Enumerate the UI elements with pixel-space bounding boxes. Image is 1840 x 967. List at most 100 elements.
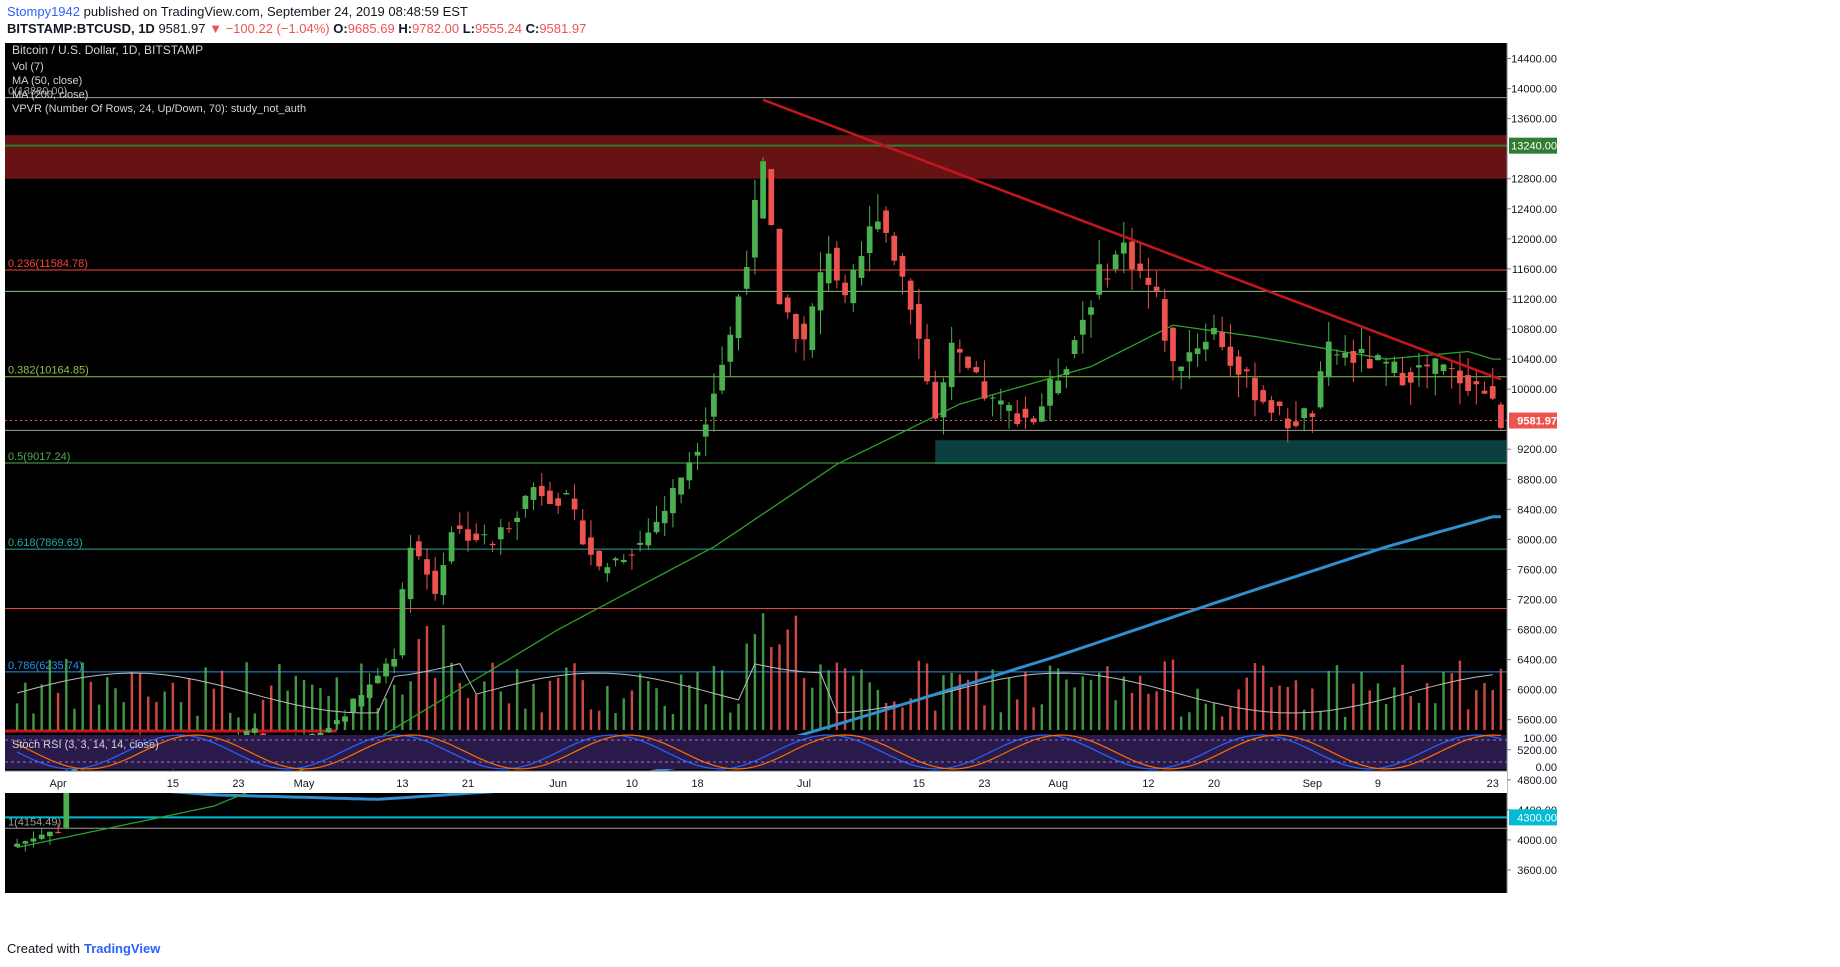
volume-bar bbox=[65, 658, 68, 730]
candle-body bbox=[1227, 346, 1234, 366]
candle-body bbox=[1276, 401, 1283, 406]
candle-body bbox=[678, 477, 684, 495]
time-tick-label: May bbox=[294, 778, 315, 790]
price-tick-label: 14000.00 bbox=[1511, 84, 1557, 96]
candle-body bbox=[243, 730, 250, 737]
time-tick-label: Aug bbox=[1048, 778, 1068, 790]
price-tick-label: 3600.00 bbox=[1517, 865, 1557, 877]
candle-body bbox=[555, 498, 562, 506]
price-tick-label: 12400.00 bbox=[1511, 204, 1557, 216]
volume-bar bbox=[1097, 672, 1101, 730]
price-tick-label: 10400.00 bbox=[1511, 354, 1557, 366]
candle-body bbox=[1055, 380, 1062, 394]
candle-body bbox=[514, 517, 521, 522]
candle-body bbox=[522, 495, 529, 509]
candle-body bbox=[670, 487, 676, 514]
volume-bar bbox=[770, 647, 773, 730]
volume-bar bbox=[261, 699, 265, 730]
candle-body bbox=[817, 272, 824, 311]
candle-body bbox=[1186, 352, 1193, 362]
author-link[interactable]: Stompy1942 bbox=[7, 4, 80, 19]
candle-body bbox=[1088, 307, 1094, 315]
candle-body bbox=[1252, 377, 1258, 401]
fib-level-label: 0.618(7869.63) bbox=[8, 537, 83, 549]
candle-body bbox=[784, 297, 791, 313]
symbol-name: BITSTAMP:BTCUSD, 1D bbox=[7, 21, 155, 36]
volume-bar bbox=[729, 712, 732, 730]
volume-bar bbox=[32, 713, 35, 730]
candle-body bbox=[1383, 361, 1390, 364]
volume-bar bbox=[1188, 712, 1191, 730]
candle-body bbox=[1129, 241, 1135, 270]
volume-bar bbox=[704, 704, 707, 730]
price-chart[interactable]: 0(13880.00) 0.236(11584.78) 0.382(10164.85… bbox=[5, 43, 1835, 941]
volume-bar bbox=[56, 692, 60, 730]
candle-body bbox=[456, 525, 463, 529]
candle-body bbox=[1096, 264, 1103, 295]
candle-body bbox=[14, 843, 20, 847]
candle-body bbox=[1407, 372, 1414, 383]
volume-bar bbox=[827, 670, 830, 730]
fib-level-label: 1(4154.49) bbox=[8, 816, 61, 828]
volume-bar bbox=[1360, 671, 1363, 730]
candle-body bbox=[1350, 351, 1357, 363]
candle-body bbox=[538, 485, 545, 497]
legend-stoch-rsi: Stoch RSI (3, 3, 14, 14, close) bbox=[12, 739, 159, 751]
time-tick-label: 13 bbox=[396, 778, 408, 790]
candle-body bbox=[571, 498, 578, 510]
candle-body bbox=[965, 356, 971, 368]
candle-body bbox=[948, 342, 955, 388]
stoch-axis-label: 100.00 bbox=[1523, 733, 1557, 745]
volume-bar bbox=[1024, 672, 1027, 730]
volume-bar bbox=[450, 662, 453, 730]
volume-bar bbox=[335, 677, 339, 730]
candle-body bbox=[1473, 381, 1480, 385]
candle-body bbox=[776, 228, 783, 305]
candle-body bbox=[702, 424, 709, 437]
tradingview-logo[interactable]: TradingView bbox=[83, 941, 161, 956]
volume-bar bbox=[327, 695, 330, 730]
volume-bar bbox=[138, 673, 142, 730]
last-price-badge-label: 9581.97 bbox=[1517, 416, 1557, 428]
candle-body bbox=[743, 267, 750, 289]
volume-bar bbox=[1081, 676, 1085, 730]
volume-bar bbox=[761, 613, 765, 730]
candle-body bbox=[653, 521, 660, 533]
volume-bar bbox=[1040, 704, 1044, 730]
candle-body bbox=[1432, 358, 1439, 374]
volume-bar bbox=[376, 708, 380, 730]
candle-body bbox=[932, 381, 939, 419]
volume-bar bbox=[966, 679, 970, 730]
volume-bar bbox=[942, 675, 945, 730]
candle-body bbox=[1178, 366, 1185, 371]
candle-body bbox=[489, 543, 496, 546]
candle-body bbox=[924, 339, 930, 382]
legend-ma50: MA (50, close) bbox=[12, 75, 82, 87]
candle-body bbox=[1235, 356, 1242, 375]
time-tick-label: 12 bbox=[1142, 778, 1154, 790]
volume-bar bbox=[425, 626, 429, 730]
volume-bar bbox=[392, 684, 396, 730]
last-price: 9581.97 bbox=[158, 21, 206, 36]
time-tick-label: Jun bbox=[549, 778, 567, 790]
candle-body bbox=[1079, 319, 1086, 335]
volume-bar bbox=[811, 687, 814, 730]
volume-bar bbox=[860, 669, 863, 730]
fib-level-label: 0.5(9017.24) bbox=[8, 451, 70, 463]
candle-body bbox=[1325, 341, 1332, 378]
volume-bar bbox=[581, 680, 584, 730]
legend-vol: Vol (7) bbox=[12, 61, 44, 73]
time-tick-label: 23 bbox=[1487, 778, 1499, 790]
candle-body bbox=[55, 831, 61, 833]
candle-body bbox=[374, 675, 381, 684]
volume-bar bbox=[1163, 661, 1167, 730]
volume-bar bbox=[474, 694, 478, 730]
candle-body bbox=[1334, 354, 1340, 356]
volume-bar bbox=[212, 688, 216, 730]
volume-bar bbox=[1065, 679, 1068, 730]
volume-bar bbox=[679, 674, 683, 730]
candle-body bbox=[1342, 352, 1349, 358]
volume-bar bbox=[1491, 690, 1494, 730]
candle-body bbox=[588, 537, 594, 555]
candle-body bbox=[1391, 361, 1398, 374]
